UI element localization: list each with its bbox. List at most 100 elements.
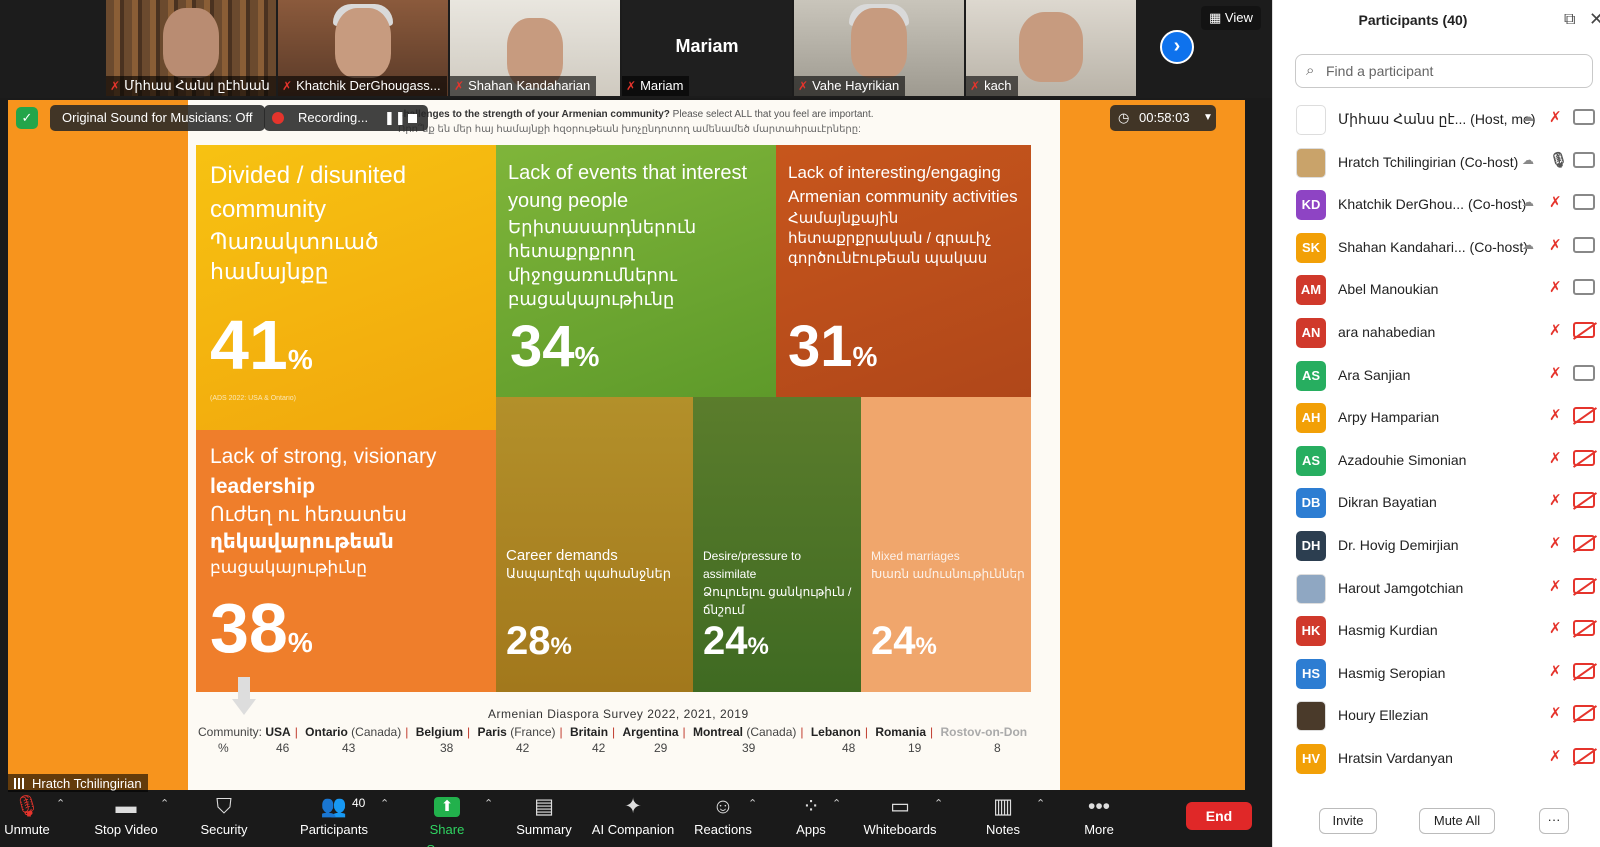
popout-icon[interactable]: ⧉ xyxy=(1564,11,1576,28)
video-thumbnail[interactable]: ✗ Shahan Kandaharian xyxy=(450,0,620,96)
ai-companion-button[interactable]: ✦ AI Companion xyxy=(588,792,678,847)
participant-row[interactable]: Hratch Tchilingirian (Co-host) ☁ 🎙 xyxy=(1273,141,1600,184)
summary-button[interactable]: ▤ Summary xyxy=(512,792,576,847)
tile-text: Desire/pressure to assimilate Ձուլուելու… xyxy=(703,547,857,619)
whiteboards-button[interactable]: ▭ Whiteboards xyxy=(860,792,940,847)
mic-off-icon[interactable]: ✗ xyxy=(1549,279,1562,297)
video-thumbnail[interactable]: ✗ Khatchik DerGhougass... xyxy=(278,0,448,96)
participant-row[interactable]: SK Shahan Kandahari... (Co-host) ☁ ✗ xyxy=(1273,226,1600,269)
tile-value-percent: % xyxy=(574,341,600,372)
apps-button[interactable]: ⁘ Apps xyxy=(786,792,836,847)
pause-recording-icon[interactable]: ❚❚ xyxy=(384,110,406,125)
chevron-up-icon[interactable]: ⌃ xyxy=(484,798,494,810)
chevron-up-icon[interactable]: ⌃ xyxy=(56,798,66,810)
video-thumbnail[interactable]: ✗ kach xyxy=(966,0,1136,96)
chevron-up-icon[interactable]: ⌃ xyxy=(1036,798,1046,810)
video-on-icon[interactable] xyxy=(1573,279,1595,296)
mic-off-icon[interactable]: ✗ xyxy=(1549,364,1562,382)
participant-row[interactable]: AN ara nahabedian ✗ xyxy=(1273,311,1600,354)
mic-on-icon[interactable]: 🎙 xyxy=(1549,151,1569,169)
participant-row[interactable]: AS Azadouhie Simonian ✗ xyxy=(1273,439,1600,482)
mic-off-icon[interactable]: ✗ xyxy=(1549,662,1562,680)
participant-row[interactable]: Houry Ellezian ✗ xyxy=(1273,694,1600,737)
video-on-icon[interactable] xyxy=(1573,236,1595,253)
close-icon[interactable]: ✕ xyxy=(1589,9,1600,29)
participant-row[interactable]: KD Khatchik DerGhou... (Co-host) ☁ ✗ xyxy=(1273,183,1600,226)
participant-row[interactable]: HS Hasmig Seropian ✗ xyxy=(1273,652,1600,695)
original-sound-toggle[interactable]: Original Sound for Musicians: Off xyxy=(50,105,265,131)
video-off-icon[interactable] xyxy=(1573,407,1595,424)
video-on-icon[interactable] xyxy=(1573,109,1595,125)
slide-left-background xyxy=(8,100,188,790)
summary-icon: ▤ xyxy=(534,795,554,818)
participant-row[interactable]: HV Hratsin Vardanyan ✗ xyxy=(1273,737,1600,780)
notes-button[interactable]: ▥ Notes xyxy=(978,792,1028,847)
unmute-button[interactable]: 🎙 Unmute xyxy=(0,792,54,847)
chevron-up-icon[interactable]: ⌃ xyxy=(748,798,758,810)
mic-off-icon[interactable]: ✗ xyxy=(1549,748,1562,765)
video-thumbnail[interactable]: ✗ Vahe Hayrikian xyxy=(794,0,964,96)
tile-value-number: 31 xyxy=(788,314,853,379)
mic-off-icon[interactable]: ✗ xyxy=(1549,407,1562,425)
chevron-up-icon[interactable]: ⌃ xyxy=(934,798,944,810)
stop-video-button[interactable]: ▬ Stop Video xyxy=(90,792,162,847)
encryption-shield-icon[interactable]: ✓ xyxy=(16,107,38,129)
meeting-timer[interactable]: ◷ 00:58:03 ▼ xyxy=(1110,105,1216,131)
participant-name: Khatchik DerGhou... (Co-host) xyxy=(1338,196,1527,213)
mic-off-icon[interactable]: ✗ xyxy=(1549,492,1562,510)
participant-row[interactable]: HK Hasmig Kurdian ✗ xyxy=(1273,609,1600,652)
video-off-icon[interactable] xyxy=(1573,322,1595,338)
panel-more-button[interactable]: ··· xyxy=(1539,808,1569,834)
security-button[interactable]: ⛉ Security xyxy=(192,792,256,847)
participant-row[interactable]: DH Dr. Hovig Demirjian ✗ xyxy=(1273,524,1600,567)
notes-icon: ▥ xyxy=(993,795,1013,818)
mic-off-icon[interactable]: ✗ xyxy=(1549,620,1562,638)
participant-row[interactable]: Harout Jamgotchian ✗ xyxy=(1273,567,1600,610)
people-icon: 👥 xyxy=(320,795,348,818)
video-off-icon[interactable] xyxy=(1573,620,1595,637)
participant-row[interactable]: Միհաս Հանս ըէ... (Host, me) ☁ ✗ xyxy=(1273,98,1600,141)
mic-off-icon[interactable]: ✗ xyxy=(1549,236,1562,254)
mic-off-icon[interactable]: ✗ xyxy=(1549,194,1562,212)
video-thumbnail[interactable]: Mariam ✗ Mariam xyxy=(622,0,792,96)
reactions-button[interactable]: ☺ Reactions xyxy=(692,792,754,847)
chevron-up-icon[interactable]: ⌃ xyxy=(160,798,170,810)
mic-off-icon[interactable]: ✗ xyxy=(1549,535,1562,552)
next-page-button[interactable]: › xyxy=(1160,30,1194,64)
participant-search[interactable]: ⌕ xyxy=(1295,54,1593,88)
chevron-up-icon[interactable]: ⌃ xyxy=(380,798,390,810)
mic-off-icon[interactable]: ✗ xyxy=(1549,705,1562,723)
participant-search-input[interactable] xyxy=(1326,61,1586,81)
participant-row[interactable]: AS Ara Sanjian ✗ xyxy=(1273,354,1600,397)
participants-button[interactable]: 👥 Participants xyxy=(292,792,376,847)
video-off-icon[interactable] xyxy=(1573,535,1595,551)
video-thumbnail[interactable]: ✗ Միհաս Հանս ըէհնան xyxy=(106,0,276,96)
more-button[interactable]: ••• More xyxy=(1074,792,1124,847)
video-on-icon[interactable] xyxy=(1573,151,1595,168)
view-button[interactable]: ▦ View xyxy=(1201,6,1261,30)
participant-row[interactable]: AM Abel Manoukian ✗ xyxy=(1273,268,1600,311)
tile-title: Mixed marriages xyxy=(871,549,960,563)
video-off-icon[interactable] xyxy=(1573,449,1595,466)
slide-question-bold: challenges to the strength of your Armen… xyxy=(398,109,670,120)
video-off-icon[interactable] xyxy=(1573,662,1595,679)
video-off-icon[interactable] xyxy=(1573,492,1595,509)
mic-off-icon[interactable]: ✗ xyxy=(1549,109,1562,126)
video-on-icon[interactable] xyxy=(1573,364,1595,381)
end-meeting-button[interactable]: End xyxy=(1186,802,1252,830)
chevron-up-icon[interactable]: ⌃ xyxy=(832,798,842,810)
mic-off-icon[interactable]: ✗ xyxy=(1549,322,1562,339)
participant-row[interactable]: DB Dikran Bayatian ✗ xyxy=(1273,481,1600,524)
video-off-icon[interactable] xyxy=(1573,577,1595,594)
video-on-icon[interactable] xyxy=(1573,194,1595,211)
share-screen-button[interactable]: ⬆ Share Screen xyxy=(408,792,486,847)
participant-row[interactable]: AH Arpy Hamparian ✗ xyxy=(1273,396,1600,439)
video-off-icon[interactable] xyxy=(1573,705,1595,722)
cloud-recording-icon: ☁ xyxy=(1522,110,1534,124)
mic-off-icon[interactable]: ✗ xyxy=(1549,449,1562,467)
invite-button[interactable]: Invite xyxy=(1319,808,1377,834)
stop-recording-icon[interactable] xyxy=(408,114,417,123)
mute-all-button[interactable]: Mute All xyxy=(1419,808,1495,834)
mic-off-icon[interactable]: ✗ xyxy=(1549,577,1562,595)
video-off-icon[interactable] xyxy=(1573,748,1595,764)
